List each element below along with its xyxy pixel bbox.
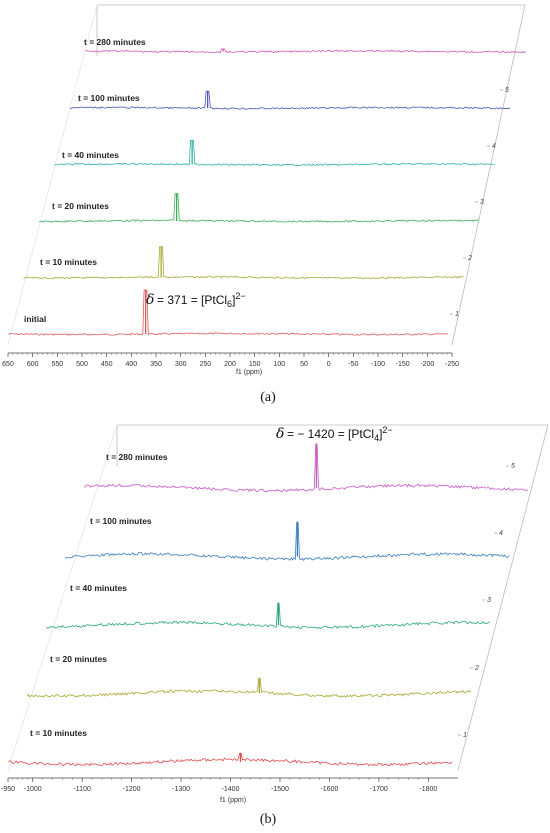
- trace-label-group: t = 10 minutes t = 20 minutes t = 40 minut…: [30, 452, 168, 738]
- x-tick-label: -1000: [24, 786, 42, 793]
- frame-left-edge: [7, 4, 98, 346]
- x-tick-label: 300: [175, 361, 187, 368]
- trace-label: t = 20 minutes: [52, 201, 109, 211]
- depth-tick-label: 4: [499, 530, 503, 537]
- x-tick-label: 0: [327, 361, 331, 368]
- x-tick-label: 250: [199, 361, 211, 368]
- depth-axis-ticks: 1 2 3 4 5: [450, 87, 509, 318]
- x-tick-label: -250: [445, 361, 459, 368]
- frame-left-edge: [7, 424, 118, 771]
- spectrum-trace: [7, 752, 453, 767]
- x-tick-label: -1100: [73, 786, 90, 793]
- trace-label: t = 10 minutes: [40, 257, 97, 267]
- trace-label: t = 10 minutes: [30, 728, 87, 738]
- x-tick-label: -1500: [271, 786, 289, 793]
- x-tick-label: 150: [249, 361, 261, 368]
- x-axis-ticks: -950 -1000 -1100 -1200 -1300 -1400 -1500 -1600 -…: [1, 778, 437, 793]
- x-tick-label: 400: [125, 361, 137, 368]
- panel-a: 1 2 3 4 5 initial t = 10 minutes t = 20 minute…: [2, 4, 526, 405]
- depth-tick-label: 5: [505, 87, 509, 94]
- depth-tick-label: 1: [463, 732, 467, 739]
- x-tick-label: -150: [396, 361, 410, 368]
- trace-group: [7, 443, 529, 767]
- spectrum-trace: [69, 90, 511, 110]
- spectrum-trace: [83, 443, 529, 493]
- peak-annotation-subscript: 4: [374, 433, 379, 443]
- x-tick-label: 350: [150, 361, 162, 368]
- peak-annotation: = − 1420 = [PtCl4]2−: [287, 425, 393, 443]
- peak-annotation-tail: ]: [232, 293, 235, 307]
- x-axis-ticks: 650 600 550 500 450 400 350 300 250 200 150 100 50 0-…: [2, 353, 459, 368]
- peak-annotation-superscript: 2−: [235, 291, 245, 301]
- spectrum-trace: [23, 246, 464, 280]
- depth-tick-label: 3: [480, 199, 484, 206]
- x-tick-label: 200: [224, 361, 236, 368]
- x-tick-label: 500: [76, 361, 88, 368]
- depth-tick-label: 5: [511, 463, 515, 470]
- trace-label: t = 40 minutes: [62, 150, 119, 160]
- spectrum-trace: [45, 602, 491, 630]
- trace-label: t = 280 minutes: [106, 452, 168, 462]
- peak-annotation-superscript: 2−: [382, 425, 392, 435]
- depth-tick-label: 2: [474, 665, 479, 672]
- peak-annotation-subscript: 6: [227, 299, 232, 309]
- x-tick-label: -1700: [370, 786, 388, 793]
- x-tick-label: -1400: [222, 786, 240, 793]
- x-tick-label: -1300: [172, 786, 190, 793]
- x-tick-label: 650: [2, 361, 14, 368]
- depth-axis-ticks: 1 2 3 4 5: [458, 463, 515, 739]
- x-tick-label: -950: [1, 786, 15, 793]
- peak-annotation-delta-symbol: δ: [276, 426, 284, 442]
- peak-annotation-delta-symbol: δ: [146, 292, 154, 308]
- trace-label: t = 100 minutes: [90, 516, 152, 526]
- trace-label: t = 40 minutes: [70, 583, 127, 593]
- trace-label: t = 100 minutes: [78, 93, 140, 103]
- x-tick-label: 50: [300, 361, 308, 368]
- x-tick-label: -200: [420, 361, 434, 368]
- x-tick-label: -1800: [419, 786, 437, 793]
- depth-tick-label: 3: [487, 597, 491, 604]
- x-tick-label: -1200: [123, 786, 141, 793]
- spectrum-trace: [38, 193, 480, 223]
- trace-label-group: initial t = 10 minutes t = 20 minutes t = 4…: [24, 37, 146, 324]
- x-tick-label: 100: [273, 361, 285, 368]
- depth-tick-label: 2: [467, 255, 472, 262]
- x-tick-label: 600: [27, 361, 39, 368]
- spectrum-trace: [7, 289, 449, 336]
- panel-caption-b: (b): [260, 812, 277, 827]
- panel-caption-a: (a): [260, 390, 276, 405]
- spectrum-trace: [26, 677, 472, 698]
- peak-annotation-tail: ]: [379, 427, 382, 441]
- x-tick-label: -100: [371, 361, 385, 368]
- spectrum-trace: [54, 139, 495, 167]
- peak-annotation: = 371 = [PtCl6]2−: [157, 291, 246, 309]
- depth-tick-label: 4: [492, 143, 496, 150]
- depth-tick-label: 1: [455, 311, 459, 318]
- frame-right-edge: [457, 424, 549, 771]
- x-axis-unit-label: f1 (ppm): [220, 797, 246, 804]
- x-tick-label: -50: [348, 361, 358, 368]
- spectrum-trace: [85, 48, 526, 54]
- trace-label: initial: [24, 314, 46, 324]
- trace-label: t = 20 minutes: [50, 654, 107, 664]
- x-tick-label: 450: [101, 361, 113, 368]
- spectrum-trace: [64, 521, 510, 561]
- x-tick-label: 550: [51, 361, 63, 368]
- x-axis-unit-label: f1 (ppm): [236, 369, 262, 376]
- trace-label: t = 280 minutes: [84, 37, 146, 47]
- x-tick-label: -1600: [320, 786, 338, 793]
- peak-annotation-value: = 371 = [PtCl: [157, 293, 227, 307]
- peak-annotation-value: = − 1420 = [PtCl: [287, 427, 374, 441]
- panel-b: 1 2 3 4 5 t = 10 minutes t = 20 minutes t = 40…: [1, 424, 549, 827]
- trace-group: [7, 48, 526, 336]
- frame-right-edge: [451, 4, 526, 346]
